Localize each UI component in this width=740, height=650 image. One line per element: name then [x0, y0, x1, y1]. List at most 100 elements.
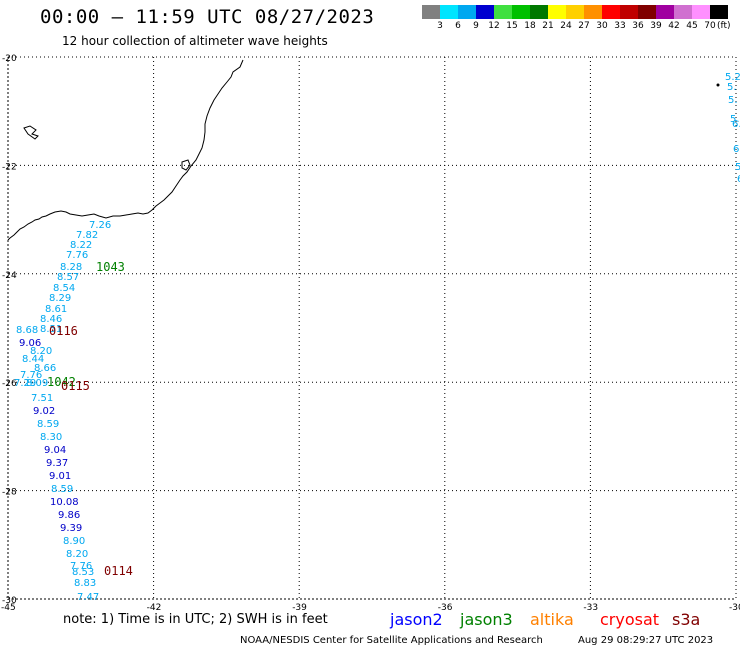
- pass-time: 0115: [61, 379, 90, 393]
- colorbar-label: 6: [455, 21, 461, 31]
- east-swh-value: 6.: [737, 174, 740, 185]
- colorbar-label: 45: [686, 21, 698, 31]
- colorbar-swatch: [494, 5, 512, 19]
- swh-colorbar-labels: 3 6 9 12 15 18 21 24 27 30 33 36 39 42 45 70 (ft): [422, 21, 731, 31]
- colorbar-label: 12: [488, 21, 500, 31]
- lat-label: -30: [2, 596, 17, 606]
- east-swh-value: 5.: [730, 114, 740, 125]
- swh-value: 10.08: [50, 497, 79, 508]
- pass-time: 0114: [104, 564, 133, 578]
- swh-value: 8.59: [51, 484, 73, 495]
- colorbar-label: 30: [596, 21, 608, 31]
- swh-value: 8.29: [49, 293, 71, 304]
- colorbar-label: 18: [524, 21, 536, 31]
- colorbar-swatch: [710, 5, 728, 19]
- pass-time: 1043: [96, 260, 125, 274]
- swh-value: 7.76: [20, 370, 42, 381]
- colorbar-swatch: [548, 5, 566, 19]
- island-coast: [181, 159, 191, 171]
- colorbar-swatch: [620, 5, 638, 19]
- east-swh-value: 6.: [733, 144, 740, 155]
- east-swh-value: 5.: [728, 95, 738, 106]
- generated-timestamp: Aug 29 08:29:27 UTC 2023: [578, 635, 714, 646]
- colorbar-label: 33: [614, 21, 626, 31]
- map-grid: [7, 56, 737, 600]
- colorbar-unit: (ft): [717, 21, 731, 31]
- swh-value: 7.26: [89, 220, 111, 231]
- colorbar-label: 3: [437, 21, 443, 31]
- satellite-jason3: jason3: [460, 610, 513, 629]
- lon-label: -30: [729, 603, 740, 613]
- swh-value: 8.57: [57, 272, 79, 283]
- east-swh-value: 5.2: [725, 72, 740, 83]
- lon-label: -39: [292, 603, 307, 613]
- coastline: [7, 59, 244, 241]
- colorbar-swatch: [584, 5, 602, 19]
- island-north: [23, 125, 39, 140]
- lon-label: -33: [583, 603, 598, 613]
- swh-value: 8.09: [26, 378, 48, 389]
- colorbar-label: 42: [668, 21, 680, 31]
- swh-value: 9.39: [60, 523, 82, 534]
- swh-value: 8.59: [37, 419, 59, 430]
- lat-label: -24: [2, 271, 17, 281]
- east-point: [716, 83, 720, 87]
- swh-labels: 7.267.828.227.768.288.578.548.298.618.46…: [14, 220, 111, 603]
- axis-labels: -20-22-24-26-28-30-45-42-39-36-33-30: [1, 54, 740, 613]
- pass-time: 1042: [47, 375, 76, 389]
- credit-line: NOAA/NESDIS Center for Satellite Applica…: [240, 635, 543, 646]
- swh-colorbar: [422, 5, 728, 19]
- colorbar-swatch: [530, 5, 548, 19]
- lat-label: -26: [2, 379, 17, 389]
- colorbar-label: 27: [578, 21, 590, 31]
- pass-time: 0116: [49, 324, 78, 338]
- lon-label: -45: [1, 603, 16, 613]
- satellite-jason2: jason2: [390, 610, 443, 629]
- swh-value: 7.82: [76, 230, 98, 241]
- lon-label: -42: [147, 603, 162, 613]
- swh-value: 8.66: [34, 363, 56, 374]
- colorbar-swatch: [422, 5, 440, 19]
- lat-label: -28: [2, 488, 17, 498]
- swh-value: 8.22: [70, 240, 92, 251]
- colorbar-label: 36: [632, 21, 644, 31]
- colorbar-label: 21: [542, 21, 554, 31]
- colorbar-label: 15: [506, 21, 518, 31]
- colorbar-swatch: [692, 5, 710, 19]
- colorbar-label: 39: [650, 21, 662, 31]
- east-swh-labels: 5.25.5.5.6.6.5.6.: [725, 72, 740, 185]
- colorbar-swatch: [602, 5, 620, 19]
- colorbar-label: 9: [473, 21, 479, 31]
- east-swh-value: 6.: [732, 119, 740, 130]
- swh-value: 7.47: [77, 592, 99, 603]
- swh-value: 8.53: [72, 567, 94, 578]
- swh-value: 8.44: [22, 354, 44, 365]
- swh-value: 7.29: [14, 378, 36, 389]
- map-title: 00:00 – 11:59 UTC 08/27/2023: [40, 6, 375, 28]
- swh-value: 9.06: [19, 338, 41, 349]
- east-swh-value: 5.: [735, 162, 740, 173]
- swh-value: 9.02: [33, 406, 55, 417]
- swh-value: 9.01: [49, 471, 71, 482]
- swh-value: 8.68: [16, 325, 38, 336]
- swh-value: 8.20: [66, 549, 88, 560]
- map-frame: [7, 56, 737, 600]
- swh-value: 7.76: [70, 561, 92, 572]
- swh-value: 9.86: [58, 510, 80, 521]
- swh-value: 8.46: [40, 314, 62, 325]
- colorbar-swatch: [638, 5, 656, 19]
- colorbar-swatch: [566, 5, 584, 19]
- swh-value: 9.04: [44, 445, 66, 456]
- satellite-altika: altika: [530, 610, 574, 629]
- map-subtitle: 12 hour collection of altimeter wave hei…: [62, 34, 328, 48]
- swh-value: 8.61: [45, 304, 67, 315]
- colorbar-label: 70: [704, 21, 716, 31]
- colorbar-swatch: [656, 5, 674, 19]
- satellite-s3a: s3a: [672, 610, 701, 629]
- colorbar-swatch: [512, 5, 530, 19]
- lat-label: -22: [2, 162, 17, 172]
- swh-value: 7.51: [31, 393, 53, 404]
- swh-value: 8.83: [74, 578, 96, 589]
